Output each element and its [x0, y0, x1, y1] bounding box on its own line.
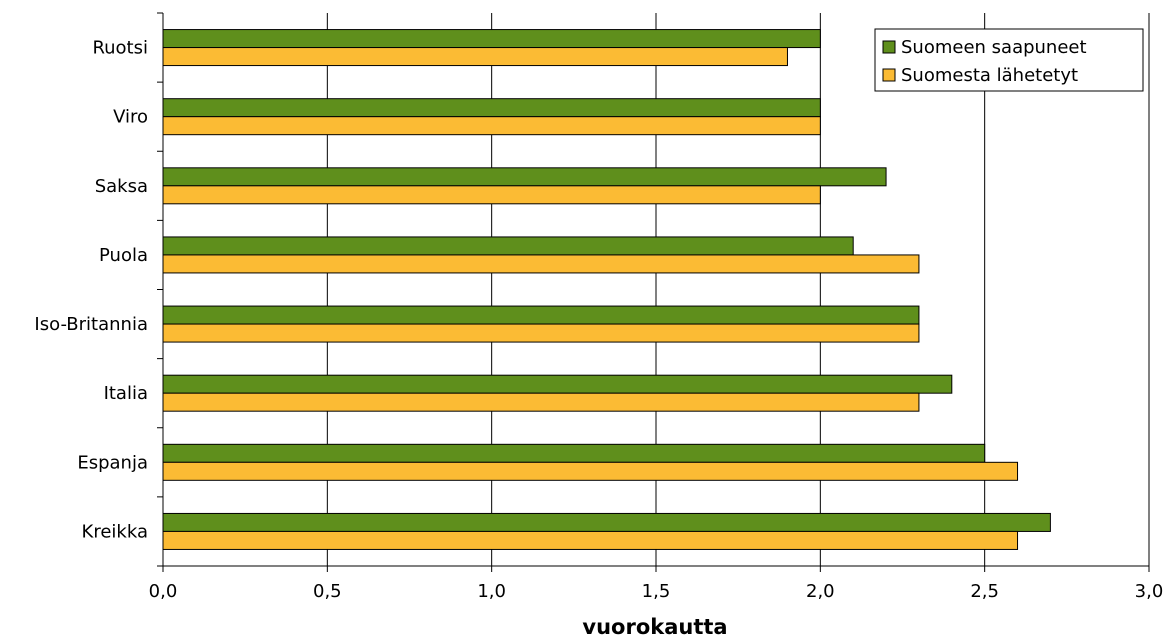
- category-label: Ruotsi: [92, 38, 148, 59]
- bar-puola-saapuneet: [162, 236, 854, 256]
- bar-iso-britannia-saapuneet: [162, 305, 920, 325]
- x-tick-label: 3,0: [1135, 581, 1164, 602]
- category-label: Iso-Britannia: [34, 314, 148, 335]
- grid-lines: [326, 13, 1150, 566]
- axes: [157, 12, 1150, 572]
- bar-viro-lahetetyt: [162, 116, 821, 136]
- x-axis-title: vuorokautta: [582, 615, 727, 639]
- bar-viro-saapuneet: [162, 98, 821, 118]
- x-tick-label: 1,0: [477, 581, 506, 602]
- legend-swatch: [882, 68, 896, 82]
- category-label: Italia: [104, 383, 148, 404]
- bar-kreikka-lahetetyt: [162, 530, 1019, 550]
- x-tick-label: 0,5: [313, 581, 342, 602]
- bar-italia-lahetetyt: [162, 392, 920, 412]
- bar-saksa-lahetetyt: [162, 185, 821, 205]
- x-tick-label: 2,5: [970, 581, 999, 602]
- legend-swatch: [882, 40, 896, 54]
- legend-label: Suomeen saapuneet: [901, 37, 1087, 58]
- bars: [162, 29, 1051, 550]
- x-tick-label: 2,0: [806, 581, 835, 602]
- legend: Suomeen saapuneet Suomesta lähetetyt: [874, 28, 1144, 92]
- category-label: Viro: [113, 107, 148, 128]
- x-tick-label: 0,0: [149, 581, 178, 602]
- category-label: Saksa: [95, 176, 148, 197]
- tick-labels: Ruotsi Viro Saksa Puola Iso-Britannia Italia E…: [34, 38, 1163, 602]
- category-label: Puola: [99, 245, 148, 266]
- category-label: Kreikka: [82, 521, 148, 542]
- bar-iso-britannia-lahetetyt: [162, 323, 920, 343]
- bar-espanja-lahetetyt: [162, 461, 1019, 481]
- bar-ruotsi-lahetetyt: [162, 47, 788, 67]
- bar-saksa-saapuneet: [162, 167, 887, 187]
- category-label: Espanja: [77, 452, 148, 473]
- bar-italia-saapuneet: [162, 374, 953, 394]
- bar-ruotsi-saapuneet: [162, 29, 821, 49]
- x-tick-label: 1,5: [642, 581, 671, 602]
- bar-kreikka-saapuneet: [162, 512, 1051, 532]
- bar-espanja-saapuneet: [162, 443, 986, 463]
- legend-box: [874, 28, 1144, 92]
- legend-label: Suomesta lähetetyt: [901, 65, 1078, 86]
- bar-puola-lahetetyt: [162, 254, 920, 274]
